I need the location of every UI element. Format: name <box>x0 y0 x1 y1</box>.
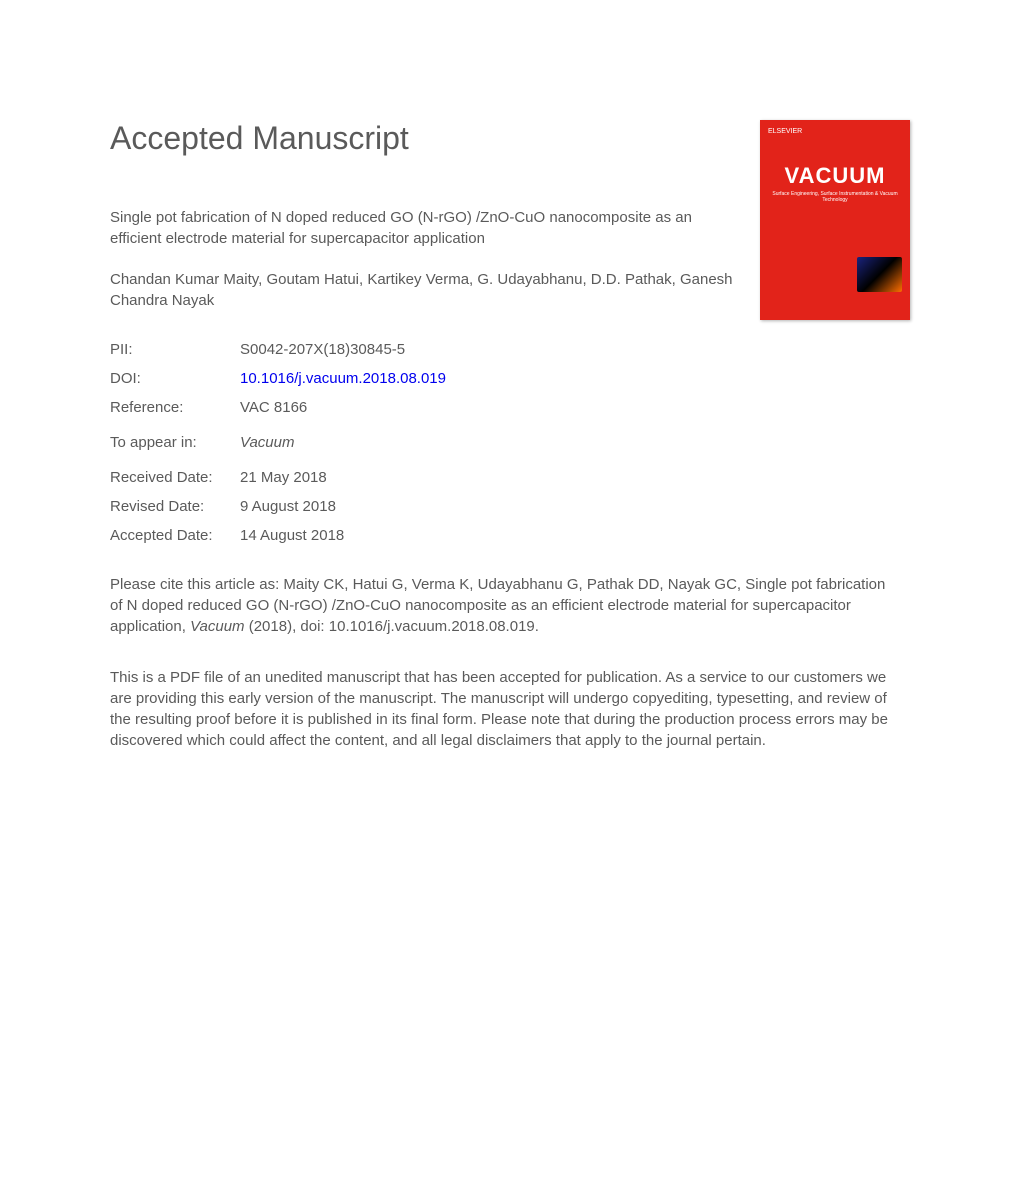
metadata-block-1: PII: S0042-207X(18)30845-5 DOI: 10.1016/… <box>110 341 910 416</box>
meta-label: Reference: <box>110 399 240 416</box>
meta-label: Accepted Date: <box>110 527 240 544</box>
cover-journal-title: VACUUM <box>768 163 902 189</box>
meta-row-reference: Reference: VAC 8166 <box>110 399 910 416</box>
metadata-block-3: Received Date: 21 May 2018 Revised Date:… <box>110 469 910 544</box>
meta-value: 21 May 2018 <box>240 469 327 486</box>
manuscript-page: ELSEVIER VACUUM Surface Engineering, Sur… <box>0 0 1020 811</box>
meta-row-received: Received Date: 21 May 2018 <box>110 469 910 486</box>
cover-bottom-row <box>768 257 902 292</box>
cover-publisher: ELSEVIER <box>768 128 902 135</box>
disclaimer-text: This is a PDF file of an unedited manusc… <box>110 667 900 751</box>
meta-row-revised: Revised Date: 9 August 2018 <box>110 498 910 515</box>
meta-value: 14 August 2018 <box>240 527 344 544</box>
meta-row-appear: To appear in: Vacuum <box>110 434 910 451</box>
journal-cover-thumbnail: ELSEVIER VACUUM Surface Engineering, Sur… <box>760 120 910 320</box>
citation-suffix: (2018), doi: 10.1016/j.vacuum.2018.08.01… <box>245 618 539 635</box>
meta-row-doi: DOI: 10.1016/j.vacuum.2018.08.019 <box>110 370 910 387</box>
authors-list: Chandan Kumar Maity, Goutam Hatui, Karti… <box>110 269 760 311</box>
meta-value: 9 August 2018 <box>240 498 336 515</box>
article-title: Single pot fabrication of N doped reduce… <box>110 207 730 249</box>
meta-label: To appear in: <box>110 434 240 451</box>
citation-block: Please cite this article as: Maity CK, H… <box>110 574 900 637</box>
meta-row-pii: PII: S0042-207X(18)30845-5 <box>110 341 910 358</box>
meta-label: DOI: <box>110 370 240 387</box>
cover-journal-subtitle: Surface Engineering, Surface Instrumenta… <box>768 191 902 203</box>
meta-value-journal: Vacuum <box>240 434 294 451</box>
doi-link[interactable]: 10.1016/j.vacuum.2018.08.019 <box>240 370 446 387</box>
citation-journal: Vacuum <box>190 618 244 635</box>
meta-label: Received Date: <box>110 469 240 486</box>
meta-label: Revised Date: <box>110 498 240 515</box>
meta-label: PII: <box>110 341 240 358</box>
cover-article-image <box>857 257 902 292</box>
meta-value: VAC 8166 <box>240 399 307 416</box>
meta-value: S0042-207X(18)30845-5 <box>240 341 405 358</box>
metadata-block-2: To appear in: Vacuum <box>110 434 910 451</box>
meta-row-accepted: Accepted Date: 14 August 2018 <box>110 527 910 544</box>
